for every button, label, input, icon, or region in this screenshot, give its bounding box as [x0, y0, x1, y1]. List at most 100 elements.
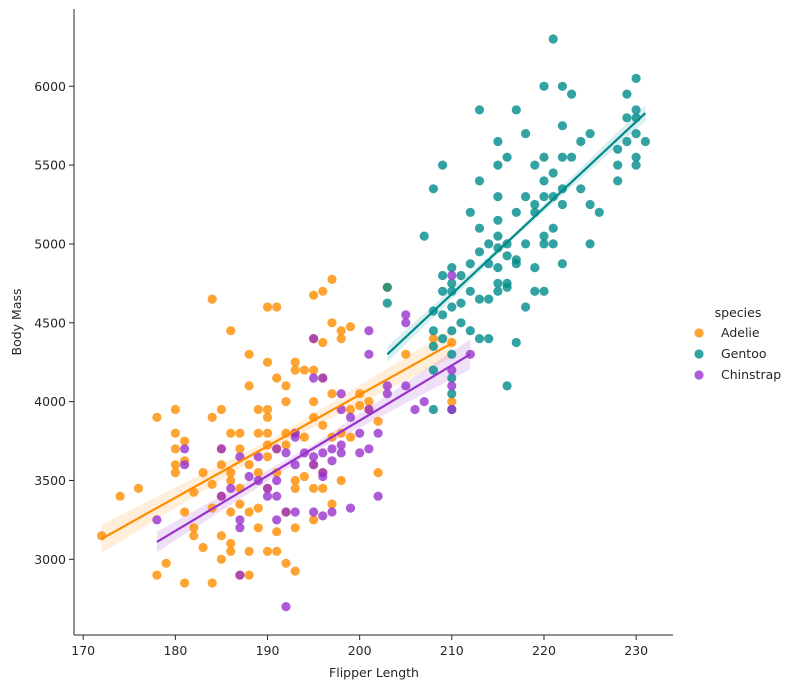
legend-label-adelie: Adelie	[721, 325, 760, 340]
adelie-point	[189, 531, 199, 541]
adelie-point	[97, 531, 107, 541]
chinstrap-point	[309, 373, 319, 383]
gentoo-point	[484, 334, 494, 344]
chinstrap-point	[253, 452, 263, 462]
adelie-point	[262, 302, 273, 312]
adelie-point	[170, 404, 180, 415]
gentoo-point	[530, 286, 540, 296]
adelie-point	[318, 337, 328, 348]
chinstrap-point	[447, 270, 457, 281]
gentoo-regression-line	[386, 112, 647, 356]
chinstrap-point	[401, 318, 411, 328]
gentoo-point	[438, 310, 448, 320]
adelie-point	[189, 523, 199, 533]
chinstrap-point	[410, 404, 420, 415]
gentoo-point	[511, 259, 521, 269]
chinstrap-point	[272, 491, 282, 501]
legend-marker-chinstrap	[694, 370, 704, 380]
gentoo-point	[438, 160, 448, 170]
chinstrap-point	[309, 507, 319, 517]
gentoo-point	[428, 184, 438, 194]
legend-label-gentoo: Gentoo	[721, 346, 767, 361]
x-tick-label: 170	[71, 643, 95, 658]
chinstrap-point	[345, 503, 356, 513]
adelie-point	[226, 326, 236, 336]
gentoo-point	[548, 34, 558, 44]
adelie-point	[281, 397, 291, 407]
chinstrap-point	[327, 444, 337, 454]
chinstrap-point	[309, 452, 319, 462]
legend-entries: Adelie Gentoo Chinstrap	[694, 325, 781, 382]
chinstrap-point	[318, 511, 328, 521]
chinstrap-point	[262, 483, 273, 493]
legend-label-chinstrap: Chinstrap	[721, 367, 781, 382]
gentoo-point	[539, 176, 549, 186]
gentoo-point	[585, 239, 595, 249]
adelie-point	[290, 483, 300, 493]
gentoo-point	[493, 160, 503, 170]
gentoo-point	[613, 144, 623, 154]
gentoo-point	[382, 298, 392, 308]
adelie-point	[299, 471, 309, 482]
adelie-point	[226, 507, 236, 517]
adelie-point	[290, 475, 300, 486]
gentoo-point	[428, 326, 438, 336]
adelie-point	[290, 365, 300, 375]
gentoo-point	[613, 176, 623, 186]
adelie-point	[309, 290, 319, 300]
gentoo-point	[511, 207, 521, 217]
chinstrap-point	[272, 475, 282, 486]
adelie-point	[207, 479, 217, 489]
adelie-point	[309, 515, 319, 525]
y-tick-label: 3000	[34, 552, 66, 567]
chinstrap-point	[364, 404, 374, 415]
adelie-point	[216, 531, 226, 541]
gentoo-point	[521, 239, 531, 249]
adelie-point	[290, 357, 300, 367]
chinstrap-point	[401, 381, 411, 391]
gentoo-point	[631, 129, 641, 139]
chinstrap-point	[226, 483, 236, 493]
chinstrap-point	[364, 326, 374, 336]
adelie-point	[235, 499, 245, 509]
scatter-points	[97, 34, 651, 612]
adelie-point	[133, 483, 144, 493]
gentoo-point	[548, 239, 558, 249]
chinstrap-point	[290, 507, 300, 517]
x-axis-ticks: 170 180 190 200 210 220 230	[71, 635, 648, 658]
adelie-point	[226, 538, 236, 549]
adelie-point	[253, 428, 263, 438]
gentoo-point	[557, 152, 568, 162]
y-axis-label: Body Mass	[9, 289, 24, 356]
gentoo-point	[456, 270, 466, 281]
adelie-point	[170, 428, 180, 438]
chinstrap-point	[290, 460, 300, 470]
adelie-point	[180, 507, 190, 517]
gentoo-point	[447, 349, 457, 359]
gentoo-point	[493, 136, 503, 147]
adelie-point	[318, 483, 328, 493]
gentoo-point	[456, 318, 466, 328]
adelie-point	[152, 570, 162, 580]
y-tick-label: 3500	[34, 473, 66, 488]
gentoo-point	[428, 365, 438, 375]
adelie-point	[189, 487, 199, 497]
adelie-point	[152, 412, 162, 422]
adelie-point	[318, 420, 328, 430]
chinstrap-point	[465, 349, 475, 359]
gentoo-point	[493, 215, 503, 225]
adelie-point	[170, 444, 180, 454]
adelie-point	[309, 483, 319, 493]
adelie-point	[336, 334, 346, 344]
gentoo-point	[622, 113, 632, 123]
gentoo-point	[530, 199, 540, 210]
y-axis-ticks: 3000 3500 4000 4500 5000 5500 6000	[34, 79, 74, 567]
gentoo-point	[548, 192, 558, 202]
chinstrap-point	[373, 428, 383, 438]
adelie-point	[309, 365, 319, 375]
chinstrap-point	[180, 444, 190, 454]
gentoo-point	[640, 136, 651, 147]
gentoo-point	[613, 160, 623, 170]
adelie-point	[253, 503, 263, 513]
gentoo-point	[474, 334, 485, 344]
